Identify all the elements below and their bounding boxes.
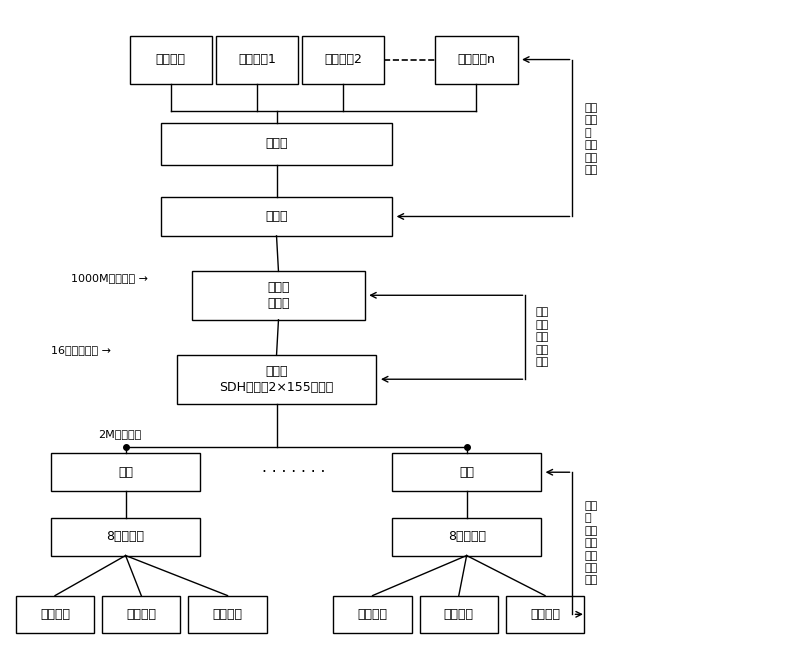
Text: 就地学员n: 就地学员n xyxy=(458,53,495,67)
Bar xyxy=(51,453,200,491)
Text: 就地教员: 就地教员 xyxy=(358,608,387,621)
Text: 路由器: 路由器 xyxy=(266,210,288,223)
Text: 就地学员: 就地学员 xyxy=(530,608,560,621)
Text: 局大楼
SDH设备（2×155板卡）: 局大楼 SDH设备（2×155板卡） xyxy=(219,365,334,394)
Bar xyxy=(130,36,212,84)
Bar xyxy=(188,596,266,633)
Text: 2M独享通道: 2M独享通道 xyxy=(98,429,142,440)
Text: 公司
大楼
网络
设备
部署: 公司 大楼 网络 设备 部署 xyxy=(536,308,549,367)
Text: · · · · · · ·: · · · · · · · xyxy=(262,465,326,480)
Bar xyxy=(506,596,584,633)
Bar xyxy=(302,36,384,84)
Text: 就地学员2: 就地学员2 xyxy=(324,53,362,67)
Bar xyxy=(392,453,541,491)
Text: 局大楼
路由器: 局大楼 路由器 xyxy=(267,281,290,310)
Text: 网桥: 网桥 xyxy=(459,466,474,478)
Text: 就地学员: 就地学员 xyxy=(213,608,242,621)
Text: 就地学员: 就地学员 xyxy=(126,608,156,621)
Bar xyxy=(392,518,541,556)
Text: 集中
培训
室
网络
设备
部署: 集中 培训 室 网络 设备 部署 xyxy=(584,103,598,175)
Bar xyxy=(192,272,365,320)
Text: 就地学员1: 就地学员1 xyxy=(238,53,276,67)
Bar xyxy=(420,596,498,633)
Text: 1000M专用纤芯 →: 1000M专用纤芯 → xyxy=(70,273,148,283)
Text: 网桥: 网桥 xyxy=(118,466,133,478)
Text: 交换机: 交换机 xyxy=(266,137,288,150)
Text: 集中教员: 集中教员 xyxy=(156,53,186,67)
Text: 8口交换机: 8口交换机 xyxy=(106,530,145,543)
Bar xyxy=(16,596,94,633)
Bar xyxy=(177,355,377,404)
Text: 16芯单模光纤 →: 16芯单模光纤 → xyxy=(51,345,111,355)
Bar xyxy=(102,596,181,633)
Bar xyxy=(51,518,200,556)
Text: 变电
站
就地
设备
网络
部署
方案: 变电 站 就地 设备 网络 部署 方案 xyxy=(584,501,598,585)
Text: 就地学员: 就地学员 xyxy=(444,608,474,621)
Bar xyxy=(216,36,298,84)
Bar xyxy=(161,197,392,236)
Bar xyxy=(161,123,392,165)
Bar xyxy=(435,36,518,84)
Text: 就地教员: 就地教员 xyxy=(40,608,70,621)
Text: 8口交换机: 8口交换机 xyxy=(448,530,486,543)
Bar xyxy=(334,596,412,633)
